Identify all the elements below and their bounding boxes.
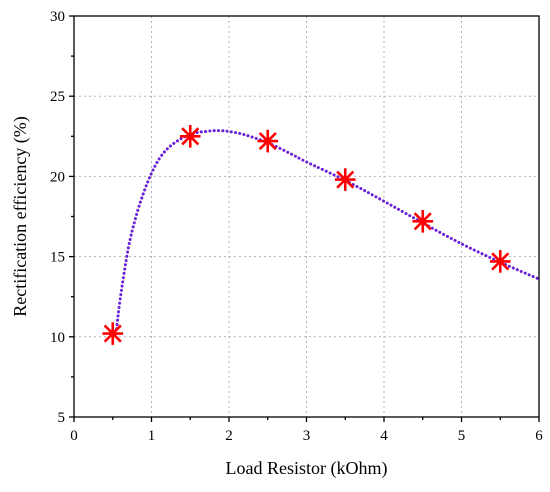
x-tick-label: 2 bbox=[225, 428, 233, 444]
y-axis-title: Rectification efficiency (%) bbox=[10, 116, 31, 317]
data-point-marker bbox=[489, 250, 511, 273]
x-tick-label: 0 bbox=[70, 428, 78, 444]
data-point-marker bbox=[257, 129, 279, 153]
x-tick-label: 6 bbox=[535, 428, 543, 444]
x-tick-label: 5 bbox=[458, 428, 466, 444]
x-axis-title: Load Resistor (kOhm) bbox=[226, 458, 388, 479]
axis-ticks bbox=[69, 15, 540, 422]
x-tick-label: 3 bbox=[303, 428, 311, 444]
x-tick-label: 1 bbox=[148, 428, 156, 444]
y-tick-label: 20 bbox=[50, 169, 65, 185]
x-tick-label: 4 bbox=[380, 428, 388, 444]
y-tick-label: 25 bbox=[50, 89, 65, 105]
data-markers-layer bbox=[102, 125, 511, 345]
data-point-marker bbox=[334, 168, 356, 191]
y-tick-label: 10 bbox=[50, 330, 65, 346]
data-point-marker bbox=[412, 210, 434, 233]
y-tick-labels: 5 10 15 20 25 30 bbox=[50, 9, 65, 426]
x-tick-labels: 0 1 2 3 4 5 6 bbox=[70, 428, 543, 444]
y-tick-label: 30 bbox=[50, 9, 65, 25]
data-point-marker bbox=[102, 322, 124, 345]
fit-curve bbox=[115, 129, 541, 331]
gridlines bbox=[74, 16, 539, 417]
data-point-marker bbox=[179, 125, 201, 148]
y-tick-label: 15 bbox=[50, 250, 65, 266]
y-tick-label: 5 bbox=[58, 410, 66, 426]
fit-curve-layer bbox=[115, 129, 541, 331]
